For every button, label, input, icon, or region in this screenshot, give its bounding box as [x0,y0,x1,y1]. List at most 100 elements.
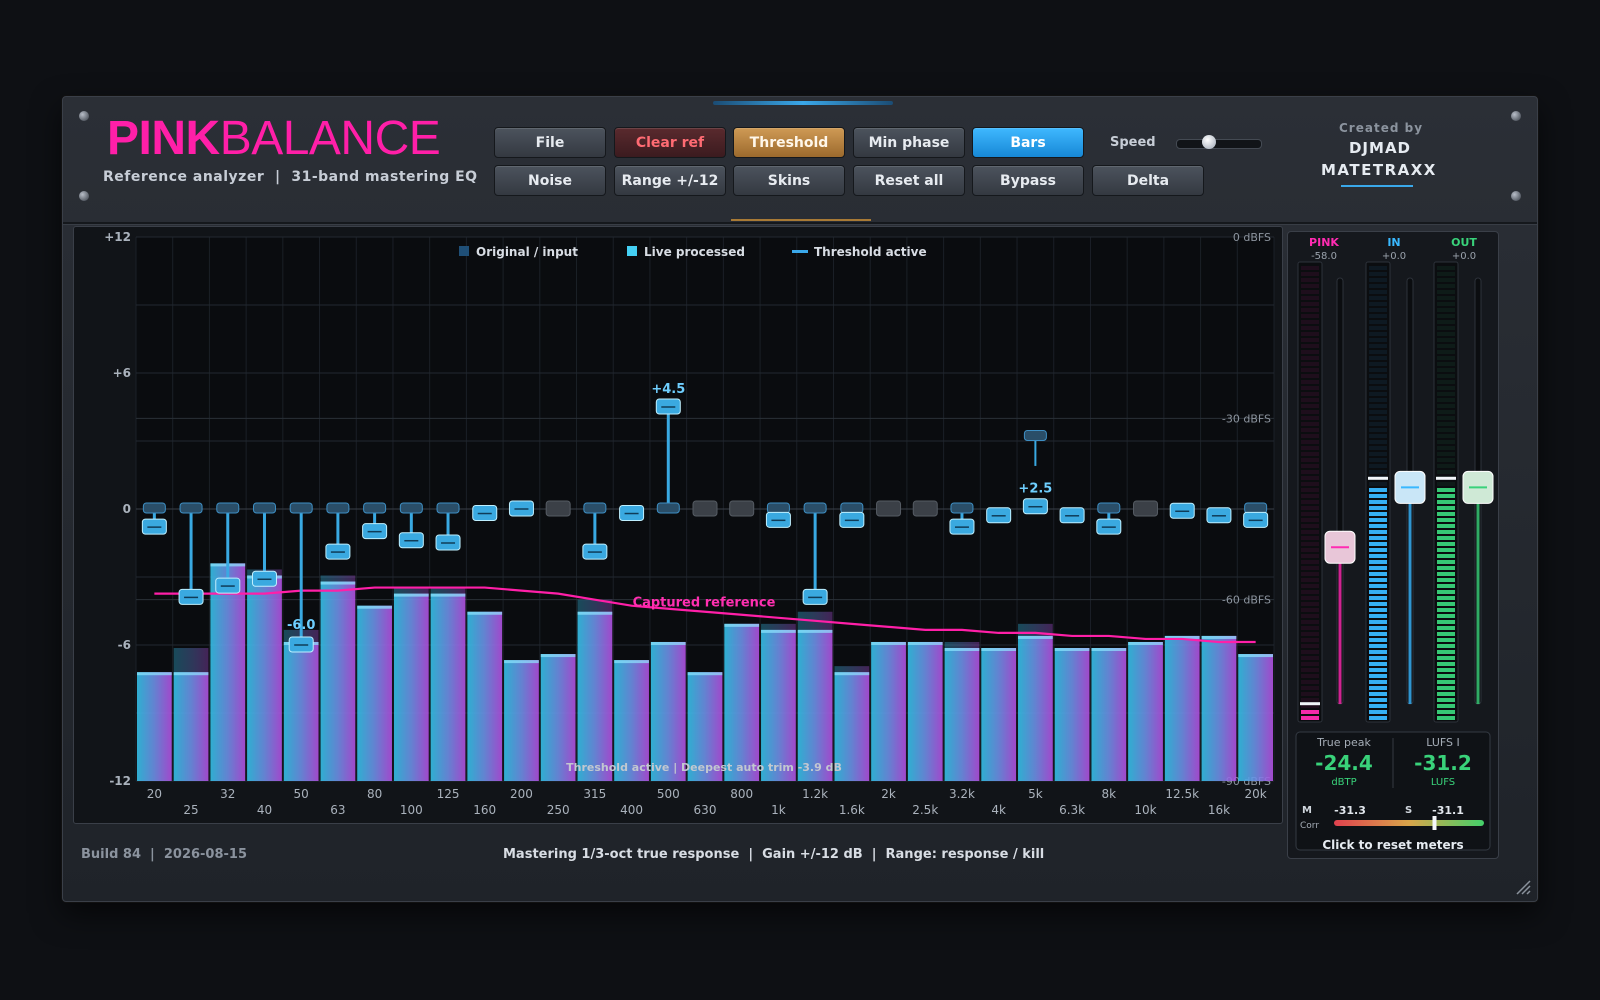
out-meter-value: +0.0 [1452,251,1476,262]
bars-button[interactable]: Bars [972,127,1084,158]
frequency-label: 125 [437,787,460,801]
meter-segment-lit [1369,530,1387,534]
meter-segment-dim [1301,326,1319,330]
frequency-label: 5k [1028,787,1043,801]
meters-graph[interactable]: PINK -58.0 IN +0.0 OUT +0.0 True peak -24.4 dBTP… [1288,232,1498,858]
legend-live-swatch [627,246,637,256]
meter-segment-dim [1437,356,1455,360]
live-bar [724,623,760,781]
credit-name-1: DJMAD [1348,139,1412,157]
meter-segment-dim [1437,434,1455,438]
live-bar [210,563,246,781]
meter-segment-dim [1437,404,1455,408]
bar-cap [430,593,466,597]
meter-segment-dim [1301,554,1319,558]
meter-segment-lit [1437,680,1455,684]
meter-segment-dim [1369,452,1387,456]
eq-band-handle-inactive[interactable] [729,500,755,517]
eq-graph[interactable]: +12+60-6-120 dBFS-30 dBFS-60 dBFS-90 dBF… [74,227,1282,823]
delta-button[interactable]: Delta [1092,165,1204,196]
meter-segment-dim [1301,548,1319,552]
speed-label: Speed [1110,135,1156,150]
meter-segment-dim [1301,566,1319,570]
reset-all-button[interactable]: Reset all [853,165,965,196]
legend-live: Live processed [644,245,745,259]
range-button[interactable]: Range +/-12 [614,165,726,196]
live-bar [1018,635,1053,781]
meter-segment-dim [1301,398,1319,402]
zero-handle [656,502,680,514]
meter-segment-dim [1301,464,1319,468]
frequency-label: 20k [1245,787,1267,801]
min-phase-button[interactable]: Min phase [853,127,965,158]
footer-info: Mastering 1/3-oct true response | Gain +… [503,847,1045,862]
bar-cap [504,660,539,664]
meter-segment-lit [1437,644,1455,648]
speed-slider[interactable] [1176,135,1262,149]
meter-segment-dim [1369,272,1387,276]
resize-grip-icon[interactable] [1513,877,1531,895]
file-button[interactable]: File [494,127,606,158]
meter-segment-dim [1301,344,1319,348]
live-bar [797,629,833,781]
frequency-label: 40 [257,803,272,817]
bar-cap [687,672,723,676]
clear-ref-button[interactable]: Clear ref [614,127,726,158]
frequency-label: 800 [730,787,753,801]
meter-segment-dim [1369,278,1387,282]
logo-balance: BALANCE [219,112,441,165]
speed-slider-knob[interactable] [1201,135,1216,149]
meter-segment-dim [1369,446,1387,450]
eq-band-handle-inactive[interactable] [545,500,571,517]
live-bar [871,641,906,781]
meter-segment-dim [1369,344,1387,348]
eq-display[interactable]: +12 +6 0 -6 -12 0 dBFS -30 dBFS -60 dBFS -90 dBF… [73,226,1283,824]
noise-button[interactable]: Noise [494,165,606,196]
meter-segment-lit [1437,572,1455,576]
bypass-button[interactable]: Bypass [972,165,1084,196]
meter-segment-dim [1301,416,1319,420]
meter-segment-lit [1369,656,1387,660]
eq-band-handle-inactive[interactable] [876,500,902,517]
zero-handle [803,502,827,514]
bar-cap [907,641,943,645]
zero-handle [766,502,790,514]
bar-cap [320,581,356,585]
meter-segment-dim [1301,650,1319,654]
bar-cap [981,648,1017,652]
gain-axis-label: -12 [109,774,131,788]
meter-segment-lit [1437,590,1455,594]
frequency-label: 100 [400,803,423,817]
meter-segment-lit [1437,560,1455,564]
frequency-label: 2k [881,787,896,801]
live-bar [944,648,980,781]
skins-button[interactable]: Skins [733,165,845,196]
frequency-label: 25 [183,803,198,817]
header-divider [63,222,1537,225]
frequency-label: 500 [657,787,680,801]
eq-band-handle-inactive[interactable] [912,500,938,517]
zero-handle [950,502,974,514]
threshold-button[interactable]: Threshold [733,127,845,158]
meter-segment-dim [1301,668,1319,672]
bar-cap [761,629,796,633]
eq-band-handle-inactive[interactable] [1133,500,1159,517]
meter-segment-dim [1301,686,1319,690]
meter-segment-dim [1301,272,1319,276]
meter-segment-dim [1301,692,1319,696]
live-bar [1164,635,1200,781]
meter-segment-dim [1301,440,1319,444]
credit-name-2: MATETRAXX [1321,161,1437,179]
reset-meters-label[interactable]: Click to reset meters [1322,838,1463,852]
meter-segment-dim [1437,350,1455,354]
zero-handle [289,502,313,514]
meter-segment-dim [1301,608,1319,612]
meter-segment-dim [1437,398,1455,402]
meter-segment-dim [1369,416,1387,420]
live-bar [137,672,172,781]
meter-segment-dim [1369,362,1387,366]
meter-segment-dim [1301,266,1319,270]
eq-band-handle-inactive[interactable] [692,500,718,517]
meter-segment-dim [1437,266,1455,270]
in-meter-label: IN [1387,236,1400,249]
